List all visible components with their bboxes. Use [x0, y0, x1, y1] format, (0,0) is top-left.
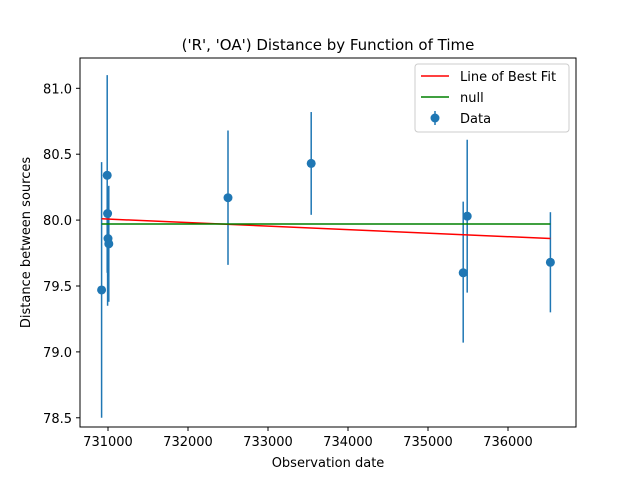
- legend-label-data: Data: [460, 112, 491, 127]
- data-point: [462, 211, 472, 221]
- y-axis-label: Distance between sources: [19, 157, 34, 328]
- y-tick-label: 81.0: [43, 82, 72, 97]
- data-point: [223, 193, 233, 203]
- legend-data-marker-swatch: [430, 113, 440, 123]
- data-point: [97, 285, 107, 295]
- x-tick-label: 734000: [323, 435, 373, 450]
- legend-label-null: null: [460, 91, 484, 106]
- chart-title: ('R', 'OA') Distance by Function of Time: [182, 36, 475, 54]
- data-point: [102, 170, 112, 180]
- x-tick-label: 735000: [403, 435, 453, 450]
- y-tick-label: 79.0: [43, 346, 72, 361]
- legend: Line of Best Fit null Data: [414, 63, 570, 133]
- legend-box: [414, 63, 570, 133]
- y-tick-label: 80.0: [43, 214, 72, 229]
- axes-frame: [79, 57, 577, 428]
- x-axis-label: Observation date: [272, 456, 385, 471]
- x-tick-label: 736000: [483, 435, 533, 450]
- x-tick-label: 733000: [243, 435, 293, 450]
- data-point: [458, 268, 468, 278]
- series-line-line-of-best-fit: [101, 218, 551, 240]
- data-point: [104, 239, 114, 249]
- plot-area: [97, 75, 555, 418]
- x-tick-label: 732000: [163, 435, 213, 450]
- y-tick-label: 80.5: [43, 148, 72, 163]
- y-tick-label: 78.5: [43, 412, 72, 427]
- y-tick-label: 79.5: [43, 280, 72, 295]
- legend-label-best-fit: Line of Best Fit: [460, 70, 556, 85]
- data-point: [103, 209, 113, 219]
- data-point: [306, 158, 316, 168]
- data-point: [545, 257, 555, 267]
- x-tick-label: 731000: [83, 435, 133, 450]
- axis-ticks: 731000 732000 733000 734000 735000 736000 78.5…: [43, 82, 533, 450]
